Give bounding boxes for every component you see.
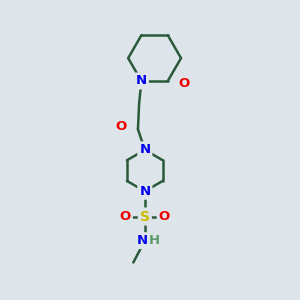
Text: O: O [159, 210, 170, 223]
Text: N: N [136, 234, 148, 247]
Text: S: S [140, 209, 150, 224]
Text: N: N [139, 185, 150, 198]
Text: N: N [136, 74, 147, 88]
Text: O: O [120, 210, 131, 223]
Text: H: H [149, 234, 160, 247]
Text: O: O [115, 120, 126, 134]
Text: N: N [139, 143, 150, 156]
Text: O: O [178, 77, 190, 90]
